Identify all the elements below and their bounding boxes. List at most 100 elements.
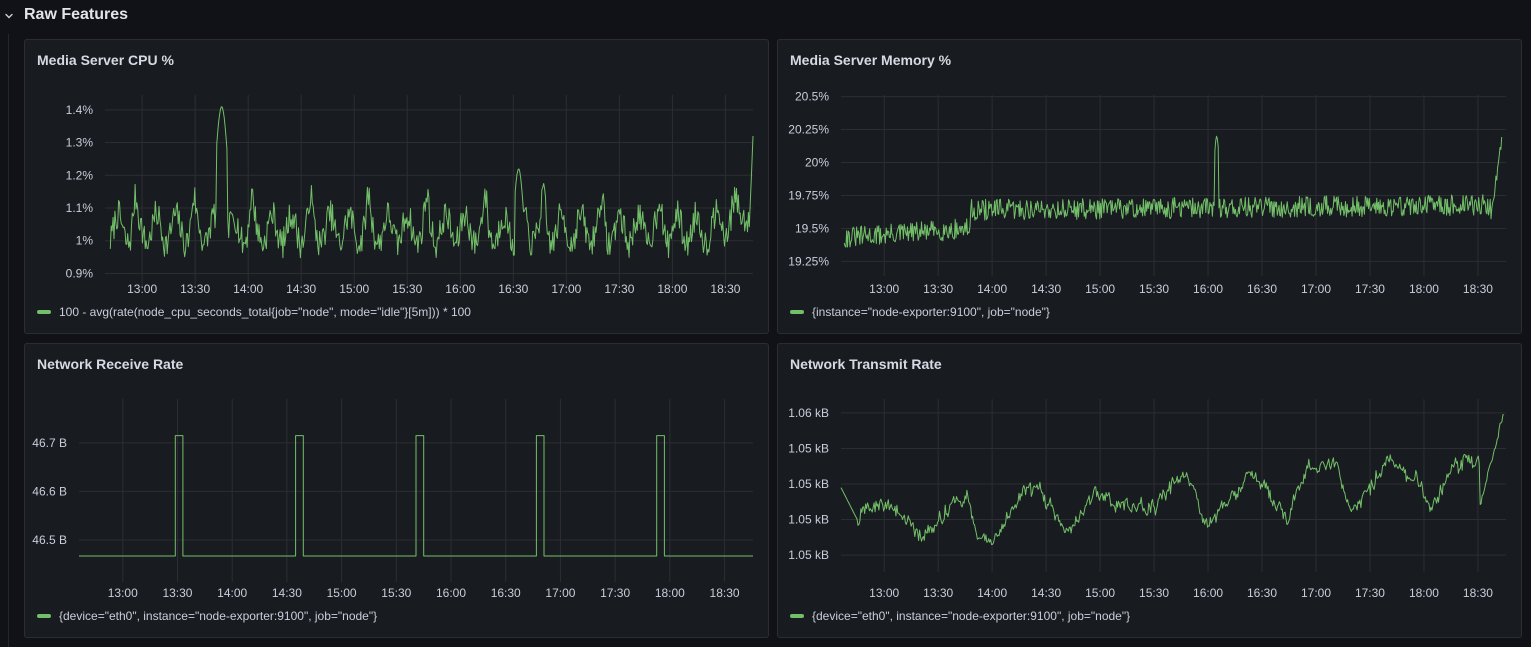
y-tick-label: 1.05 kB (788, 441, 829, 455)
x-tick-label: 17:00 (1301, 282, 1331, 296)
legend-item[interactable]: 100 - avg(rate(node_cpu_seconds_total{jo… (37, 305, 471, 319)
y-tick-label: 20.5% (795, 90, 829, 104)
series-line (840, 414, 1504, 546)
y-tick-label: 1.3% (66, 136, 94, 150)
x-tick-label: 16:30 (1247, 282, 1277, 296)
x-tick-label: 14:30 (272, 586, 302, 600)
legend-item[interactable]: {instance="node-exporter:9100", job="nod… (790, 305, 1050, 319)
y-tick-label: 1.4% (66, 103, 94, 117)
legend-color-swatch (790, 614, 804, 618)
y-tick-label: 1.2% (66, 168, 94, 182)
x-tick-label: 14:00 (233, 282, 263, 296)
x-tick-label: 15:00 (339, 282, 369, 296)
x-tick-label: 16:30 (1247, 586, 1277, 600)
x-tick-label: 16:00 (445, 282, 475, 296)
y-tick-label: 46.5 B (32, 533, 67, 547)
panel-title[interactable]: Media Server CPU % (37, 52, 174, 68)
x-tick-label: 18:30 (710, 282, 740, 296)
panel-title[interactable]: Media Server Memory % (790, 52, 952, 68)
panel-network-receive-rate[interactable]: Network Receive Rate 46.5 B 46.6 B 46.7 B 1… (24, 343, 769, 638)
time-series-chart[interactable]: 0.9% 1% 1.1% 1.2% 1.3% 1.4% 13:00 13:30 14:00 14:… (25, 40, 770, 335)
y-tick-label: 20% (805, 156, 829, 170)
x-tick-label: 18:00 (655, 586, 685, 600)
y-tick-label: 19.5% (795, 221, 829, 235)
x-tick-label: 14:00 (977, 586, 1007, 600)
y-tick-label: 46.7 B (32, 436, 67, 450)
y-tick-label: 46.6 B (32, 484, 67, 498)
legend-label: {instance="node-exporter:9100", job="nod… (812, 305, 1050, 319)
x-tick-label: 15:00 (327, 586, 357, 600)
row-guide-line (8, 34, 9, 647)
x-tick-label: 16:30 (498, 282, 528, 296)
y-tick-label: 1% (76, 234, 94, 248)
y-tick-label: 19.25% (788, 254, 829, 268)
time-series-chart[interactable]: 19.25% 19.5% 19.75% 20% 20.25% 20.5% 13:00 13:3… (778, 40, 1523, 335)
x-tick-label: 18:30 (1463, 282, 1493, 296)
x-tick-label: 15:00 (1085, 586, 1115, 600)
x-tick-label: 16:00 (1193, 282, 1223, 296)
x-tick-label: 15:30 (381, 586, 411, 600)
x-tick-label: 16:30 (491, 586, 521, 600)
x-tick-label: 17:30 (1355, 282, 1385, 296)
series-line (843, 135, 1503, 248)
x-tick-label: 13:00 (869, 586, 899, 600)
x-tick-label: 18:00 (1409, 586, 1439, 600)
legend-color-swatch (37, 614, 51, 618)
x-tick-label: 18:00 (657, 282, 687, 296)
x-tick-label: 17:30 (1355, 586, 1385, 600)
chevron-down-icon[interactable] (3, 10, 15, 22)
y-tick-label: 0.9% (66, 266, 94, 280)
legend-item[interactable]: {device="eth0", instance="node-exporter:… (790, 609, 1130, 623)
legend-color-swatch (790, 310, 804, 314)
y-tick-label: 1.1% (66, 201, 94, 215)
x-tick-label: 14:30 (1031, 586, 1061, 600)
row-title[interactable]: Raw Features (24, 6, 129, 23)
x-tick-label: 13:30 (923, 586, 953, 600)
legend-item[interactable]: {device="eth0", instance="node-exporter:… (37, 609, 377, 623)
x-tick-label: 18:00 (1409, 282, 1439, 296)
y-tick-label: 1.05 kB (788, 548, 829, 562)
x-tick-label: 17:30 (604, 282, 634, 296)
x-tick-label: 15:30 (1139, 282, 1169, 296)
x-tick-label: 14:00 (977, 282, 1007, 296)
x-tick-label: 13:30 (180, 282, 210, 296)
y-tick-label: 1.06 kB (788, 406, 829, 420)
panel-network-transmit-rate[interactable]: Network Transmit Rate 1.05 kB 1.05 kB 1.05… (777, 343, 1522, 638)
panel-title[interactable]: Network Receive Rate (37, 356, 184, 372)
time-series-chart[interactable]: 1.05 kB 1.05 kB 1.05 kB 1.05 kB 1.06 kB 13:00… (778, 344, 1523, 639)
x-tick-label: 13:00 (127, 282, 157, 296)
y-tick-label: 19.75% (788, 188, 829, 202)
x-tick-label: 15:30 (1139, 586, 1169, 600)
x-tick-label: 17:30 (600, 586, 630, 600)
x-tick-label: 13:00 (108, 586, 138, 600)
x-tick-label: 18:30 (1463, 586, 1493, 600)
x-tick-label: 18:30 (710, 586, 740, 600)
series-line (109, 106, 754, 259)
legend-label: {device="eth0", instance="node-exporter:… (812, 609, 1131, 623)
x-tick-label: 16:00 (1193, 586, 1223, 600)
x-tick-label: 17:00 (545, 586, 575, 600)
x-tick-label: 13:30 (923, 282, 953, 296)
legend-label: 100 - avg(rate(node_cpu_seconds_total{jo… (59, 305, 471, 319)
legend-color-swatch (37, 310, 51, 314)
y-tick-label: 1.05 kB (788, 477, 829, 491)
panel-media-server-memory[interactable]: Media Server Memory % 19.25% 19.5% 19.75% 2… (777, 39, 1522, 334)
x-tick-label: 14:00 (217, 586, 247, 600)
x-tick-label: 16:00 (436, 586, 466, 600)
panel-media-server-cpu[interactable]: Media Server CPU % 0.9% 1% 1.1% 1.2% 1.3% 1.4… (24, 39, 769, 334)
x-tick-label: 13:00 (869, 282, 899, 296)
panel-title[interactable]: Network Transmit Rate (790, 356, 942, 372)
y-tick-label: 20.25% (788, 123, 829, 137)
row-header[interactable]: Raw Features (0, 0, 1531, 34)
series-line (79, 435, 753, 557)
x-tick-label: 17:00 (551, 282, 581, 296)
legend-label: {device="eth0", instance="node-exporter:… (59, 609, 378, 623)
x-tick-label: 13:30 (162, 586, 192, 600)
x-tick-label: 15:00 (1085, 282, 1115, 296)
x-tick-label: 15:30 (392, 282, 422, 296)
x-tick-label: 14:30 (286, 282, 316, 296)
x-tick-label: 14:30 (1031, 282, 1061, 296)
x-tick-label: 17:00 (1301, 586, 1331, 600)
time-series-chart[interactable]: 46.5 B 46.6 B 46.7 B 13:00 13:30 14:00 14:30 15… (25, 344, 770, 639)
y-tick-label: 1.05 kB (788, 513, 829, 527)
